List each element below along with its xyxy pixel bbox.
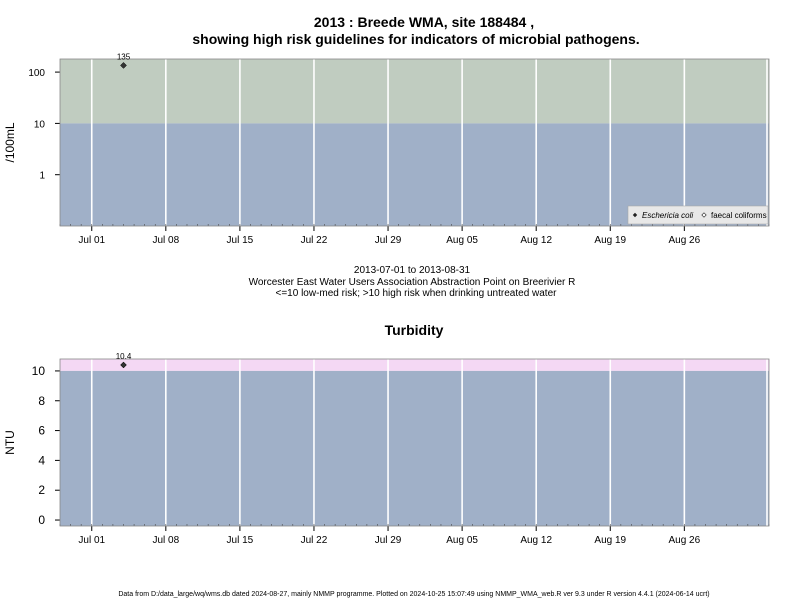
chart-title-line1: 2013 : Breede WMA, site 188484 , bbox=[314, 14, 534, 30]
y-tick-label: 6 bbox=[38, 424, 45, 438]
x-tick-label: Aug 05 bbox=[446, 235, 478, 246]
x-tick-label: Aug 26 bbox=[668, 535, 700, 546]
y-tick-label: 10 bbox=[32, 364, 46, 378]
y-tick-label: 1 bbox=[39, 171, 45, 182]
footer-note: Data from D:/data_large/wq/wms.db dated … bbox=[118, 591, 709, 598]
data-point bbox=[120, 361, 127, 369]
y-axis-label: /100mL bbox=[3, 122, 17, 162]
microbial-plot: Jul 01 Jul 08 Jul 15 Jul 22 Jul 29 Aug 05 Aug … bbox=[3, 52, 770, 246]
y-tick-label: 100 bbox=[28, 68, 45, 79]
high-risk-band bbox=[60, 359, 769, 371]
risk-note-label: <=10 low-med risk; >10 high risk when dr… bbox=[276, 288, 558, 299]
x-tick-label: Jul 15 bbox=[227, 535, 254, 546]
x-tick-label: Jul 01 bbox=[78, 535, 105, 546]
y-tick-label: 0 bbox=[38, 513, 45, 527]
legend-marker-open bbox=[701, 212, 707, 218]
x-tick-label: Aug 12 bbox=[520, 235, 552, 246]
turbidity-plot: Jul 01 Jul 08 Jul 15 Jul 22 Jul 29 Aug 05 Aug … bbox=[3, 352, 770, 546]
x-tick-label: Jul 22 bbox=[301, 235, 328, 246]
legend-entry-ecoli: Eschericia coli bbox=[642, 211, 693, 220]
chart-title-line2: showing high risk guidelines for indicat… bbox=[192, 31, 639, 47]
x-tick-label: Aug 26 bbox=[668, 235, 700, 246]
date-range-label: 2013-07-01 to 2013-08-31 bbox=[354, 265, 471, 276]
y-tick-label: 10 bbox=[34, 119, 46, 130]
x-tick-label: Aug 05 bbox=[446, 535, 478, 546]
plot-frame bbox=[59, 58, 770, 227]
x-tick-label: Jul 08 bbox=[152, 235, 179, 246]
low-risk-band bbox=[60, 370, 769, 526]
x-tick-label: Aug 12 bbox=[520, 535, 552, 546]
x-tick-label: Jul 29 bbox=[375, 535, 402, 546]
high-risk-band bbox=[60, 59, 769, 124]
x-tick-label: Jul 15 bbox=[227, 235, 254, 246]
plot-frame bbox=[59, 358, 770, 527]
x-tick-label: Jul 22 bbox=[301, 535, 328, 546]
legend-entry-faecal: faecal coliforms bbox=[711, 211, 767, 220]
y-tick-label: 8 bbox=[38, 394, 45, 408]
legend-marker-filled bbox=[632, 212, 638, 218]
legend-box bbox=[627, 205, 769, 225]
x-tick-label: Jul 29 bbox=[375, 235, 402, 246]
y-tick-label: 2 bbox=[38, 483, 45, 497]
data-label: 10.4 bbox=[116, 352, 132, 361]
site-name-label: Worcester East Water Users Association A… bbox=[249, 277, 576, 288]
data-label: 135 bbox=[117, 52, 131, 61]
x-tick-label: Aug 19 bbox=[594, 235, 626, 246]
y-tick-label: 4 bbox=[38, 453, 45, 467]
data-point bbox=[120, 62, 127, 69]
x-tick-label: Aug 19 bbox=[594, 535, 626, 546]
x-tick-label: Jul 01 bbox=[78, 235, 105, 246]
turbidity-title: Turbidity bbox=[385, 322, 444, 338]
y-axis-label: NTU bbox=[3, 430, 17, 455]
x-tick-label: Jul 08 bbox=[152, 535, 179, 546]
